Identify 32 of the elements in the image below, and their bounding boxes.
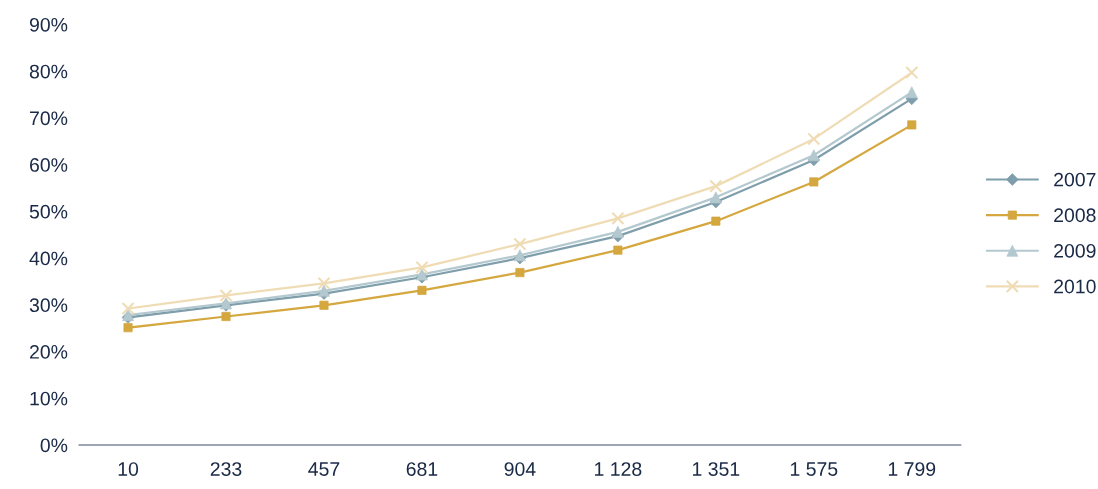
x-tick-label: 1 575	[790, 462, 838, 476]
legend-label: 2008	[1054, 208, 1096, 223]
point	[317, 276, 331, 290]
point	[905, 65, 919, 80]
legend-label: 2009	[1054, 243, 1096, 258]
point	[611, 211, 625, 225]
y-tick-label: 60%	[30, 158, 68, 172]
point	[513, 237, 527, 251]
x-tick-label: 457	[308, 462, 340, 476]
y-tick-label: 0%	[40, 438, 68, 453]
point	[415, 260, 429, 275]
x-tick-label: 1 128	[595, 462, 642, 476]
y-tick-label: 70%	[30, 111, 68, 126]
y-tick-label: 10%	[30, 391, 68, 406]
x-tick-label: 904	[504, 462, 536, 476]
y-tick-label: 40%	[29, 251, 68, 266]
y-tick-label: 50%	[29, 204, 68, 219]
x-tick-label: 1 351	[692, 462, 740, 476]
y-tick-label: 90%	[29, 17, 68, 32]
x-tick-label: 681	[406, 462, 438, 476]
point	[219, 288, 233, 303]
y-tick-label: 80%	[29, 64, 68, 79]
x-tick-label: 1 799	[888, 462, 936, 476]
x-tick-label: 233	[210, 462, 242, 476]
y-tick-label: 20%	[30, 345, 68, 359]
point	[807, 132, 821, 146]
legend-label: 2007	[1054, 172, 1096, 187]
legend-label: 2010	[1054, 279, 1096, 294]
point	[121, 301, 135, 316]
y-tick-label: 30%	[29, 298, 68, 313]
x-tick-label: 10	[118, 462, 139, 476]
point	[709, 179, 723, 193]
